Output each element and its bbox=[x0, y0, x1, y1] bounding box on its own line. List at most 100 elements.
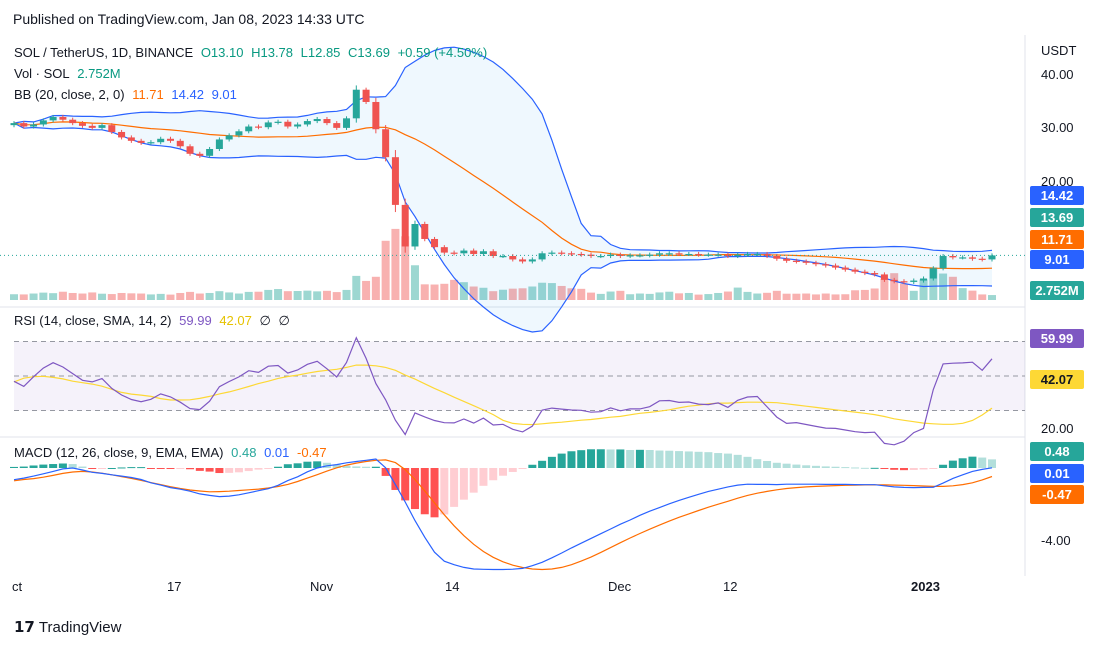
macd-histogram-bar bbox=[958, 458, 967, 468]
volume-bar bbox=[469, 286, 478, 300]
ohlc-open: O13.10 bbox=[200, 45, 244, 60]
ohlc-close: C13.69 bbox=[348, 45, 390, 60]
macd-histogram-bar bbox=[587, 449, 596, 468]
time-tick-oct: ct bbox=[12, 579, 23, 594]
volume-bar bbox=[645, 293, 654, 300]
candle-body bbox=[519, 259, 527, 262]
candle-body bbox=[382, 129, 390, 158]
macd-signal-value: -0.47 bbox=[297, 445, 327, 460]
tradingview-logo[interactable]: 17 TradingView bbox=[14, 618, 121, 636]
bollinger-legend[interactable]: BB (20, close, 2, 0) 11.71 14.42 9.01 bbox=[14, 87, 241, 102]
macd-histogram-bar bbox=[205, 468, 214, 472]
macd-histogram-bar bbox=[176, 468, 185, 469]
candle-body bbox=[538, 253, 546, 260]
macd-histogram-bar bbox=[665, 450, 674, 468]
candle-body bbox=[69, 119, 77, 124]
volume-bar bbox=[156, 293, 165, 300]
macd-histogram-bar bbox=[195, 468, 204, 471]
volume-bar bbox=[988, 295, 996, 300]
volume-bar bbox=[929, 267, 938, 300]
candle-body bbox=[597, 256, 605, 258]
candle-body bbox=[157, 138, 165, 143]
macd-histogram-bar bbox=[401, 468, 410, 501]
volume-bar bbox=[538, 282, 547, 300]
macd-hist-value: 0.48 bbox=[231, 445, 257, 460]
candle-body bbox=[421, 223, 429, 239]
candle-body bbox=[362, 89, 370, 102]
candle-body bbox=[255, 126, 262, 128]
candle-body bbox=[30, 124, 38, 127]
macd-histogram-bar bbox=[675, 451, 684, 468]
candle-body bbox=[675, 253, 683, 255]
candle-body bbox=[411, 223, 419, 247]
volume-bar bbox=[450, 279, 459, 300]
candle-body bbox=[303, 121, 311, 125]
macd-legend[interactable]: MACD (12, 26, close, 9, EMA, EMA) 0.48 0… bbox=[14, 445, 331, 460]
bollinger-lower-value: 9.01 bbox=[211, 87, 237, 102]
macd-histogram-bar bbox=[58, 463, 67, 468]
volume-bar bbox=[117, 292, 126, 300]
macd-histogram-bar bbox=[410, 468, 419, 510]
volume-bar bbox=[107, 294, 116, 300]
macd-histogram-bar bbox=[988, 459, 996, 468]
candle-body bbox=[372, 101, 380, 130]
published-header: Published on TradingView.com, Jan 08, 20… bbox=[13, 11, 365, 27]
candle-body bbox=[607, 254, 615, 257]
volume-bar bbox=[19, 294, 28, 300]
volume-bar bbox=[919, 279, 928, 300]
macd-histogram-bar bbox=[450, 468, 459, 507]
macd-histogram-bar bbox=[137, 467, 146, 469]
time-tick-2023: 2023 bbox=[911, 579, 940, 594]
macd-histogram-bar bbox=[459, 468, 468, 500]
macd-histogram-bar bbox=[107, 468, 116, 469]
volume-bar bbox=[821, 293, 830, 300]
volume-bar bbox=[176, 292, 185, 300]
time-tick-17: 17 bbox=[167, 579, 182, 594]
volume-bar bbox=[655, 292, 664, 300]
candle-body bbox=[176, 140, 184, 147]
candle-body bbox=[841, 267, 849, 270]
volume-bar bbox=[244, 291, 253, 300]
candles bbox=[0, 85, 1025, 284]
candle-body bbox=[59, 116, 67, 120]
volume-bar bbox=[499, 289, 507, 300]
macd-histogram-bar bbox=[49, 464, 58, 468]
rsi-legend[interactable]: RSI (14, close, SMA, 14, 2) 59.99 42.07 … bbox=[14, 313, 294, 329]
volume-bar bbox=[968, 290, 977, 300]
candle-body bbox=[440, 247, 448, 253]
candle-body bbox=[783, 258, 791, 261]
volume-legend[interactable]: Vol · SOL 2.752M bbox=[14, 66, 125, 81]
volume-bar bbox=[254, 291, 263, 300]
candle-body bbox=[861, 271, 869, 274]
candle-body bbox=[88, 125, 96, 128]
candle-body bbox=[988, 255, 996, 260]
candle-body bbox=[939, 256, 947, 269]
candle-body bbox=[792, 260, 800, 262]
volume-bar bbox=[616, 290, 625, 300]
macd-histogram-bar bbox=[655, 450, 664, 468]
candle-body bbox=[264, 122, 272, 128]
macd-histogram-bar bbox=[968, 456, 977, 468]
volume-bar bbox=[215, 291, 224, 300]
candle-body bbox=[763, 253, 771, 257]
candle-body bbox=[773, 256, 781, 259]
macd-histogram-bar bbox=[274, 466, 283, 468]
macd-histogram-bar bbox=[117, 467, 126, 469]
candle-body bbox=[626, 255, 634, 257]
volume-bar bbox=[567, 288, 576, 300]
macd-histogram-bar bbox=[577, 450, 586, 468]
volume-bar bbox=[29, 293, 38, 300]
macd-histogram-bar bbox=[283, 464, 292, 468]
macd-histogram-bar bbox=[98, 468, 107, 469]
macd-histogram-bar bbox=[851, 467, 860, 469]
candle-body bbox=[753, 253, 761, 256]
price-badge: 13.69 bbox=[1030, 208, 1084, 227]
candle-body bbox=[470, 250, 478, 254]
candle-body bbox=[489, 251, 497, 257]
candle-body bbox=[685, 253, 693, 256]
symbol-legend[interactable]: SOL / TetherUS, 1D, BINANCE O13.10 H13.7… bbox=[14, 45, 491, 60]
volume-bar bbox=[489, 291, 498, 300]
candle-body bbox=[910, 280, 918, 282]
volume-bar bbox=[723, 291, 732, 300]
